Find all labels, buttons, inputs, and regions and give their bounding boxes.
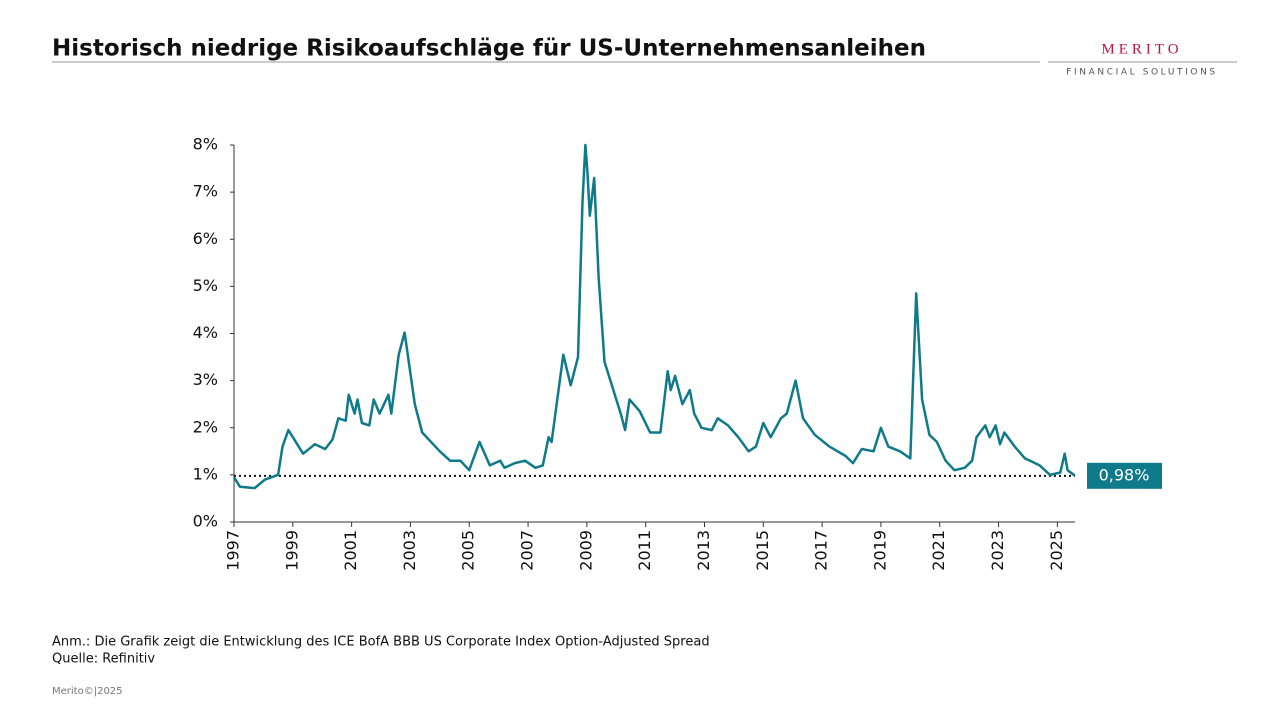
x-tick-label: 2001 [341, 530, 360, 571]
x-tick-label: 1999 [282, 530, 301, 571]
y-tick-label: 2% [193, 417, 218, 436]
footer: Merito©|2025 [52, 686, 123, 697]
title: Historisch niedrige Risikoaufschläge für… [52, 36, 926, 62]
y-tick-label: 5% [193, 276, 218, 295]
x-tick-label: 2025 [1047, 530, 1066, 571]
logo-subtitle: FINANCIAL SOLUTIONS [1066, 68, 1217, 78]
source: Quelle: Refinitiv [52, 652, 155, 667]
x-tick-label: 2005 [459, 530, 478, 571]
x-tick-label: 2007 [518, 530, 537, 571]
y-tick-label: 0% [193, 512, 218, 531]
logo: MERITO [1101, 41, 1182, 57]
y-tick-label: 6% [193, 229, 218, 248]
series-line [232, 143, 1076, 490]
x-tick-label: 2003 [400, 530, 419, 571]
x-tick-label: 2017 [812, 530, 831, 571]
y-tick-label: 7% [193, 182, 218, 201]
reference-label: 0,98% [1099, 465, 1150, 484]
x-tick-label: 2009 [576, 530, 595, 571]
y-tick-label: 3% [193, 370, 218, 389]
plot: 0% 1% 2% 3% 4% 5% 6% 7% 8% 1997 1999 2001 2003 2005 20… [193, 135, 1162, 571]
x-tick-label: 2019 [870, 530, 889, 571]
x-tick-label: 1997 [224, 530, 243, 571]
note: Anm.: Die Grafik zeigt die Entwicklung d… [52, 635, 710, 650]
y-tick-label: 4% [193, 323, 218, 342]
x-tick-label: 2021 [929, 530, 948, 571]
x-tick-label: 2013 [694, 530, 713, 571]
x-tick-label: 2015 [753, 530, 772, 571]
y-tick-label: 1% [193, 464, 218, 483]
reference-label-box [1087, 462, 1162, 489]
x-tick-label: 2023 [988, 530, 1007, 571]
x-tick-label: 2011 [635, 530, 654, 571]
y-tick-label: 8% [193, 135, 218, 154]
